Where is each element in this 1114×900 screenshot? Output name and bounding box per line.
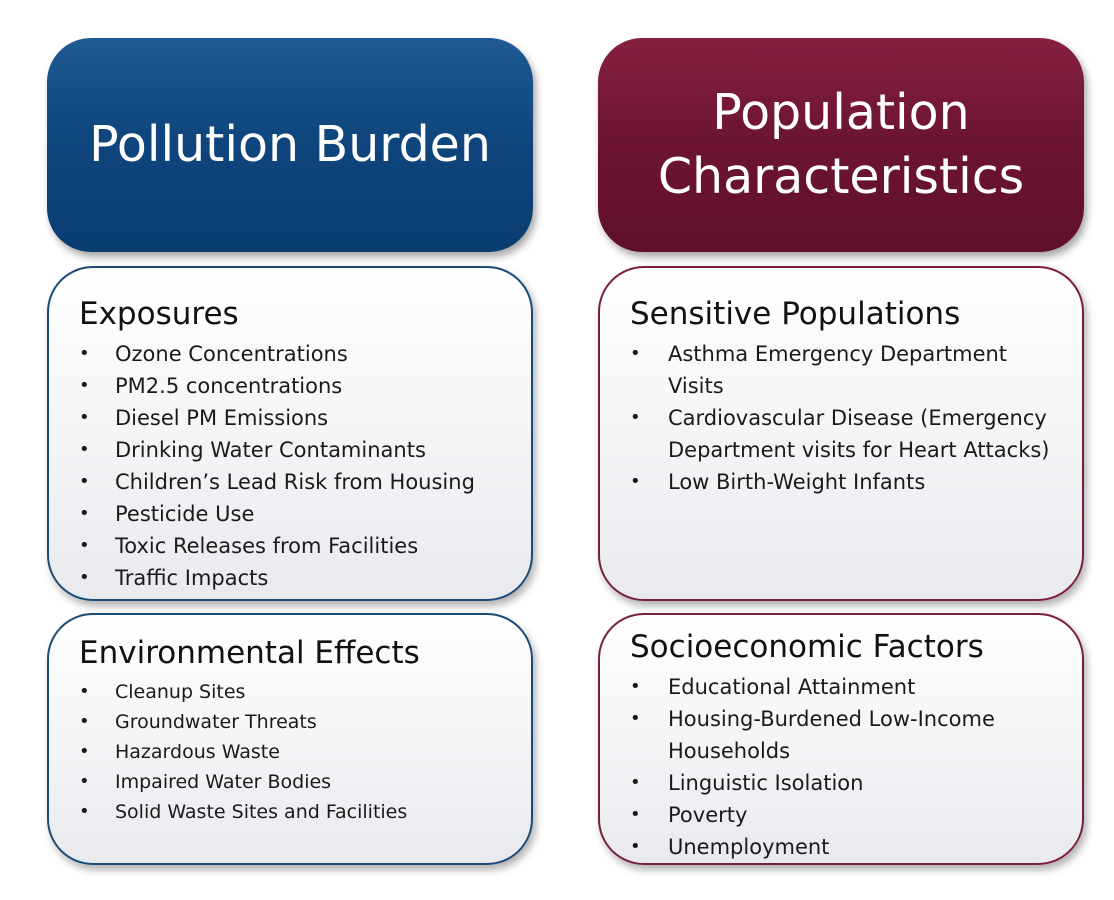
list-item: Diesel PM Emissions <box>79 402 511 434</box>
sensitive-populations-list: Asthma Emergency Department Visits Cardi… <box>630 338 1062 498</box>
pollution-burden-header: Pollution Burden <box>47 38 533 252</box>
list-item: Toxic Releases from Facilities <box>79 530 511 562</box>
list-item: Linguistic Isolation <box>630 767 1062 799</box>
pollution-burden-title: Pollution Burden <box>89 116 491 174</box>
socioeconomic-factors-list: Educational Attainment Housing-Burdened … <box>630 671 1062 863</box>
environmental-effects-panel: Environmental Effects Cleanup Sites Grou… <box>47 613 533 865</box>
environmental-effects-title: Environmental Effects <box>79 635 420 671</box>
environmental-effects-list: Cleanup Sites Groundwater Threats Hazard… <box>79 677 511 827</box>
sensitive-populations-title: Sensitive Populations <box>630 296 961 332</box>
list-item: Educational Attainment <box>630 671 1062 703</box>
list-item: Traffic Impacts <box>79 562 511 594</box>
list-item: Poverty <box>630 799 1062 831</box>
list-item: Groundwater Threats <box>79 707 511 737</box>
sensitive-populations-panel: Sensitive Populations Asthma Emergency D… <box>598 266 1084 601</box>
list-item: Cardiovascular Disease (Emergency Depart… <box>630 402 1062 466</box>
population-characteristics-header: Population Characteristics <box>598 38 1084 252</box>
exposures-panel: Exposures Ozone Concentrations PM2.5 con… <box>47 266 533 601</box>
list-item: Impaired Water Bodies <box>79 767 511 797</box>
exposures-title: Exposures <box>79 296 239 332</box>
list-item: PM2.5 concentrations <box>79 370 511 402</box>
population-characteristics-title: Population Characteristics <box>657 84 1025 205</box>
list-item: Ozone Concentrations <box>79 338 511 370</box>
list-item: Hazardous Waste <box>79 737 511 767</box>
list-item: Children’s Lead Risk from Housing <box>79 466 511 498</box>
list-item: Cleanup Sites <box>79 677 511 707</box>
socioeconomic-factors-panel: Socioeconomic Factors Educational Attain… <box>598 613 1084 865</box>
exposures-list: Ozone Concentrations PM2.5 concentration… <box>79 338 511 594</box>
list-item: Low Birth-Weight Infants <box>630 466 1062 498</box>
list-item: Housing-Burdened Low-Income Households <box>630 703 1062 767</box>
list-item: Drinking Water Contaminants <box>79 434 511 466</box>
list-item: Asthma Emergency Department Visits <box>630 338 1062 402</box>
list-item: Unemployment <box>630 831 1062 863</box>
socioeconomic-factors-title: Socioeconomic Factors <box>630 629 984 665</box>
list-item: Solid Waste Sites and Facilities <box>79 797 511 827</box>
list-item: Pesticide Use <box>79 498 511 530</box>
